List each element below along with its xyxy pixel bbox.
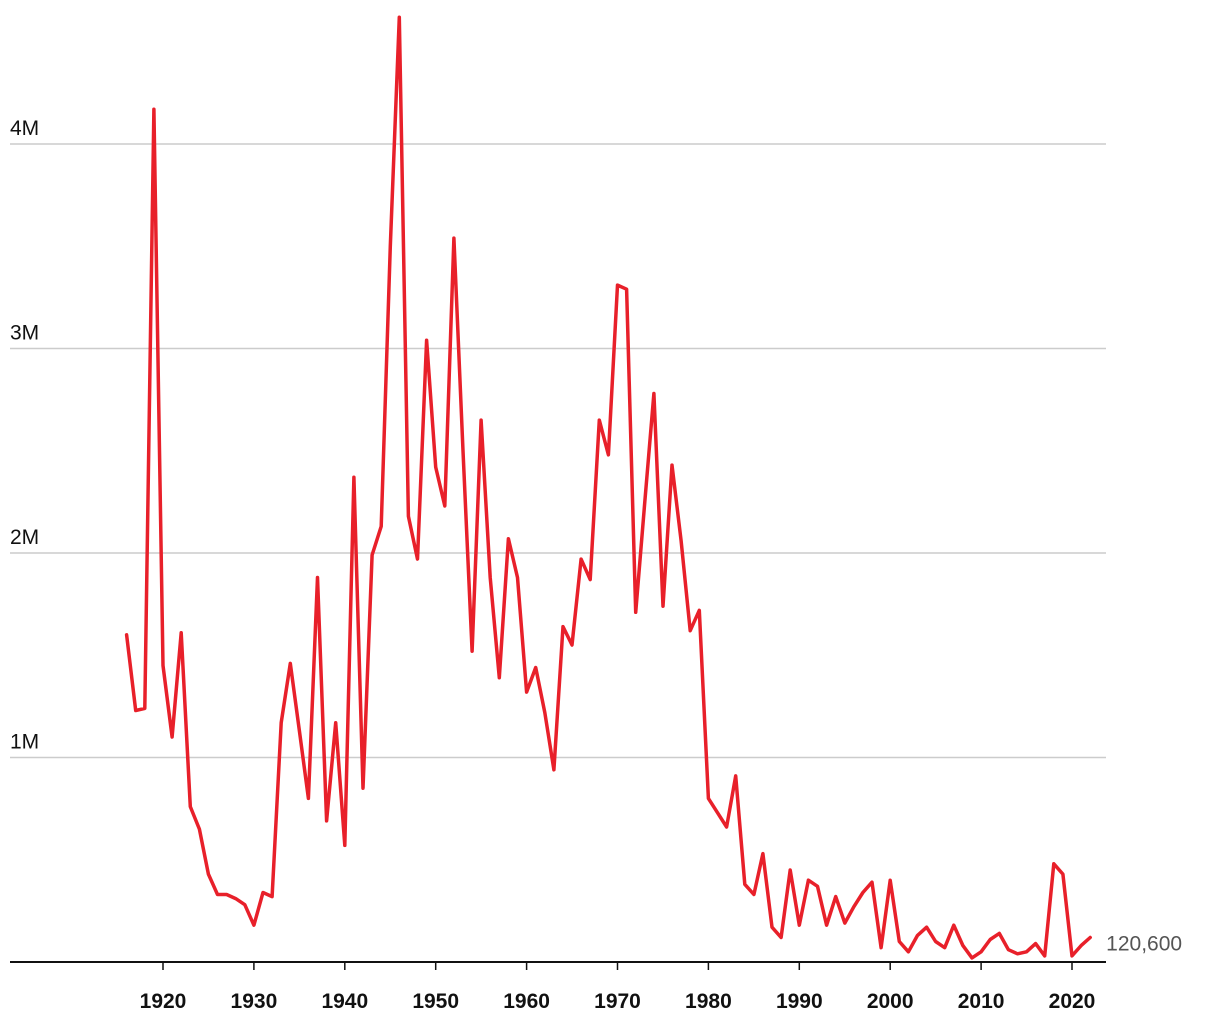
x-axis-ticks [162,962,1073,970]
y-tick-label: 3M [10,322,39,345]
x-tick-label: 1990 [776,990,823,1013]
x-tick-label: 1930 [231,990,278,1013]
x-tick-label: 1980 [685,990,732,1013]
x-tick-label: 2020 [1049,990,1096,1013]
x-tick-label: 2010 [958,990,1005,1013]
y-tick-label: 2M [10,526,39,549]
y-tick-label: 1M [10,731,39,754]
x-tick-label: 1960 [503,990,550,1013]
x-tick-label: 1970 [594,990,641,1013]
y-axis-labels: 1M 2M 3M 4M [10,117,39,754]
y-tick-label: 4M [10,117,39,140]
x-tick-label: 1950 [412,990,459,1013]
series-group [124,15,1092,960]
x-tick-label: 1920 [140,990,187,1013]
end-value-label: 120,600 [1106,932,1182,955]
x-axis-labels: 1920 1930 1940 1950 1960 1970 1980 1990 2000 2010… [140,990,1096,1013]
x-tick-label: 1940 [321,990,368,1013]
x-tick-label: 2000 [867,990,914,1013]
gridlines [10,143,1106,759]
series-line [124,15,1092,960]
